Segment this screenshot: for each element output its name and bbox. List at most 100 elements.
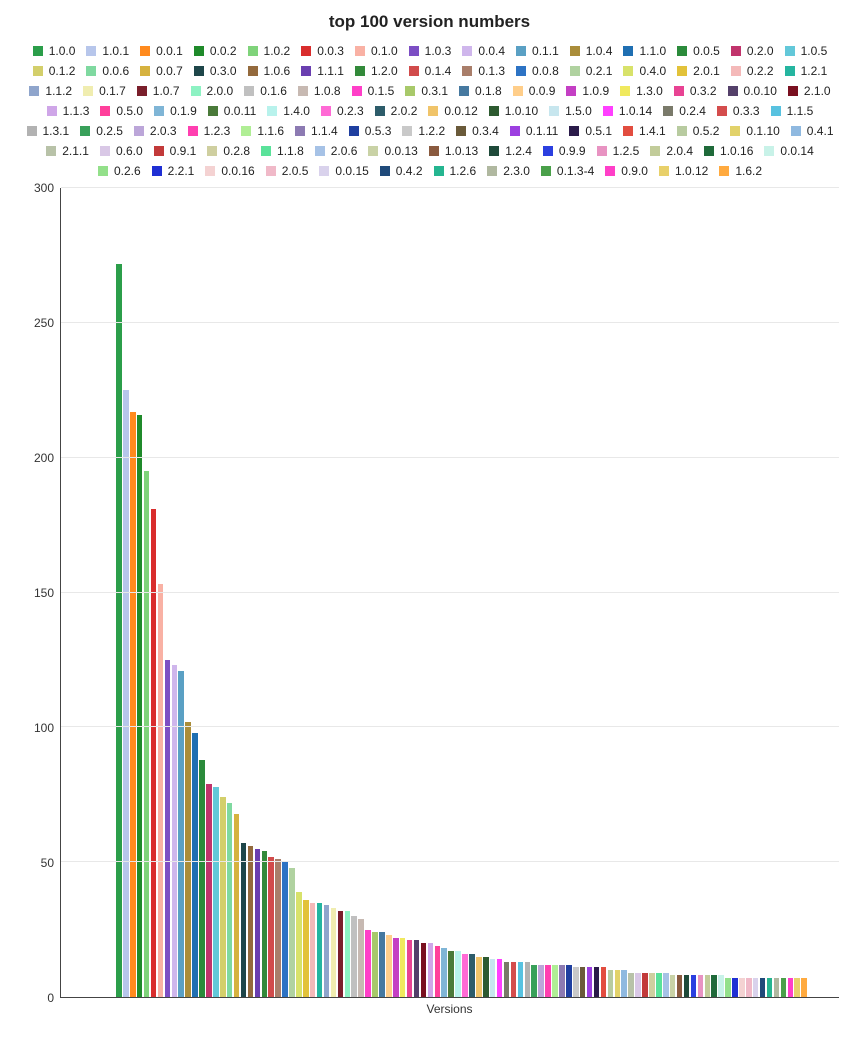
legend-item[interactable]: 1.0.12 [658, 162, 708, 180]
bar[interactable] [303, 900, 309, 997]
legend-item[interactable]: 1.1.8 [260, 142, 304, 160]
legend-item[interactable]: 0.0.13 [367, 142, 417, 160]
bar[interactable] [282, 862, 288, 997]
bar[interactable] [455, 951, 461, 997]
legend-item[interactable]: 2.1.0 [787, 82, 831, 100]
bar[interactable] [552, 965, 558, 997]
bar[interactable] [400, 938, 406, 997]
bar[interactable] [137, 415, 143, 997]
bar[interactable] [123, 390, 129, 997]
legend-item[interactable]: 1.0.10 [488, 102, 538, 120]
legend-item[interactable]: 0.2.8 [206, 142, 250, 160]
bar[interactable] [594, 967, 600, 997]
legend-item[interactable]: 0.3.2 [673, 82, 717, 100]
bar[interactable] [165, 660, 171, 997]
bar[interactable] [365, 930, 371, 997]
legend-item[interactable]: 0.9.1 [153, 142, 197, 160]
legend-item[interactable]: 1.0.3 [408, 42, 452, 60]
bar[interactable] [407, 940, 413, 997]
legend-item[interactable]: 1.2.4 [488, 142, 532, 160]
bar[interactable] [615, 970, 621, 997]
legend-item[interactable]: 1.4.0 [266, 102, 310, 120]
bar[interactable] [144, 471, 150, 997]
legend-item[interactable]: 0.1.4 [408, 62, 452, 80]
legend-item[interactable]: 0.6.0 [99, 142, 143, 160]
legend-item[interactable]: 0.2.6 [97, 162, 141, 180]
bar[interactable] [525, 962, 531, 997]
legend-item[interactable]: 2.0.3 [133, 122, 177, 140]
bar[interactable] [234, 814, 240, 997]
legend-item[interactable]: 2.0.1 [676, 62, 720, 80]
bar[interactable] [386, 935, 392, 997]
bar[interactable] [441, 948, 447, 997]
legend-item[interactable]: 2.0.2 [374, 102, 418, 120]
legend-item[interactable]: 1.0.13 [428, 142, 478, 160]
bar[interactable] [718, 975, 724, 997]
legend-item[interactable]: 0.9.0 [604, 162, 648, 180]
legend-item[interactable]: 1.4.1 [622, 122, 666, 140]
bar[interactable] [684, 975, 690, 997]
legend-item[interactable]: 0.0.9 [512, 82, 556, 100]
bar[interactable] [511, 962, 517, 997]
legend-item[interactable]: 2.0.0 [190, 82, 234, 100]
bar[interactable] [705, 975, 711, 997]
legend-item[interactable]: 0.5.1 [568, 122, 612, 140]
legend-item[interactable]: 0.2.4 [662, 102, 706, 120]
bar[interactable] [262, 851, 268, 997]
bar[interactable] [545, 965, 551, 997]
legend-item[interactable]: 0.3.4 [455, 122, 499, 140]
bar[interactable] [372, 932, 378, 997]
legend-item[interactable]: 0.0.14 [763, 142, 813, 160]
bar[interactable] [677, 975, 683, 997]
legend-item[interactable]: 0.3.3 [716, 102, 760, 120]
legend-item[interactable]: 0.1.7 [82, 82, 126, 100]
bar[interactable] [587, 967, 593, 997]
legend-item[interactable]: 1.0.4 [569, 42, 613, 60]
legend-item[interactable]: 1.1.6 [240, 122, 284, 140]
legend-item[interactable]: 0.0.7 [139, 62, 183, 80]
legend-item[interactable]: 1.0.5 [784, 42, 828, 60]
bar[interactable] [358, 919, 364, 997]
bar[interactable] [421, 943, 427, 997]
legend-item[interactable]: 1.0.14 [602, 102, 652, 120]
legend-item[interactable]: 0.1.3 [461, 62, 505, 80]
legend-item[interactable]: 0.0.5 [676, 42, 720, 60]
legend-item[interactable]: 0.2.5 [79, 122, 123, 140]
legend-item[interactable]: 0.1.9 [153, 102, 197, 120]
legend-item[interactable]: 1.0.7 [136, 82, 180, 100]
bar[interactable] [317, 903, 323, 997]
legend-item[interactable]: 0.1.5 [351, 82, 395, 100]
legend-item[interactable]: 1.3.0 [619, 82, 663, 100]
legend-item[interactable]: 0.0.1 [139, 42, 183, 60]
bar[interactable] [428, 943, 434, 997]
legend-item[interactable]: 1.2.2 [401, 122, 445, 140]
legend-item[interactable]: 1.2.5 [596, 142, 640, 160]
bar[interactable] [213, 787, 219, 997]
legend-item[interactable]: 0.0.12 [427, 102, 477, 120]
bar[interactable] [711, 975, 717, 997]
legend-item[interactable]: 1.1.5 [770, 102, 814, 120]
bar[interactable] [760, 978, 766, 997]
bar[interactable] [628, 973, 634, 997]
bar[interactable] [414, 940, 420, 997]
legend-item[interactable]: 0.5.2 [676, 122, 720, 140]
bar[interactable] [296, 892, 302, 997]
legend-item[interactable]: 1.1.2 [28, 82, 72, 100]
bar[interactable] [151, 509, 157, 997]
bar[interactable] [483, 957, 489, 997]
legend-item[interactable]: 0.0.16 [204, 162, 254, 180]
bar[interactable] [255, 849, 261, 997]
bar[interactable] [788, 978, 794, 997]
bar[interactable] [781, 978, 787, 997]
bar[interactable] [621, 970, 627, 997]
bar[interactable] [448, 951, 454, 997]
legend-item[interactable]: 0.0.10 [727, 82, 777, 100]
bar[interactable] [130, 412, 136, 997]
legend-item[interactable]: 2.0.6 [314, 142, 358, 160]
legend-item[interactable]: 0.1.0 [354, 42, 398, 60]
bar[interactable] [774, 978, 780, 997]
legend-item[interactable]: 2.2.1 [151, 162, 195, 180]
legend-item[interactable]: 0.0.3 [300, 42, 344, 60]
legend-item[interactable]: 0.3.1 [404, 82, 448, 100]
bar[interactable] [663, 973, 669, 997]
